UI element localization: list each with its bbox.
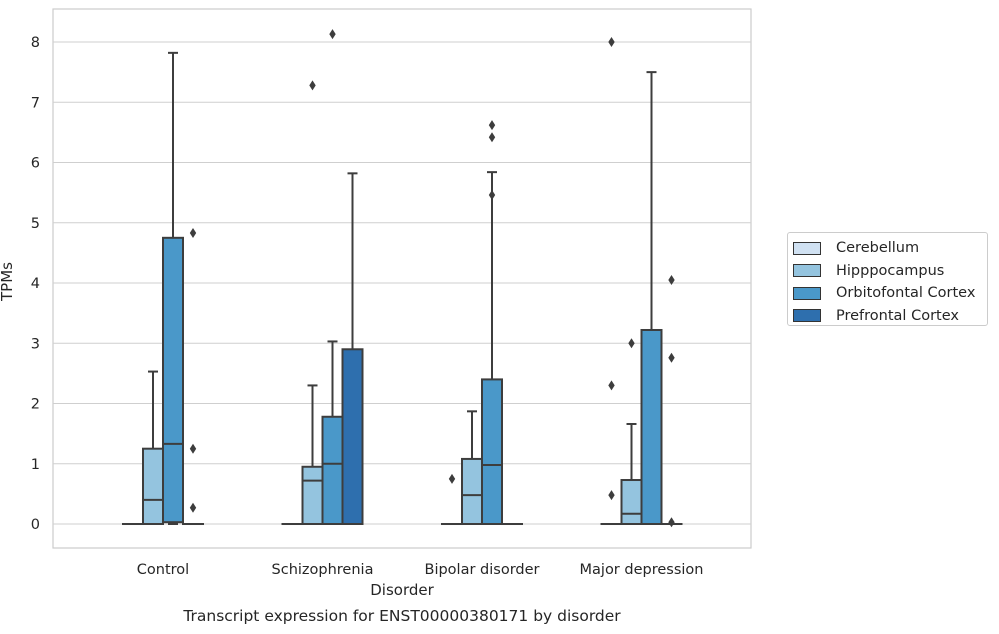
y-axis-label: TPMs [0, 262, 16, 301]
box-2-2-outlier-2 [488, 190, 496, 201]
box-3-3-outlier-0 [668, 274, 675, 285]
box-3-0-outlier-2 [189, 502, 197, 513]
box-3-0-outlier-1 [189, 443, 197, 454]
box-3-3-outlier-1 [668, 352, 675, 363]
y-tick-label-0: 0 [31, 517, 40, 533]
y-tick-label-2: 2 [31, 397, 40, 413]
box-3-3-outlier-2 [668, 517, 675, 528]
box-2-0-iqr [162, 236, 184, 524]
x-tick-label-3: Major depression [580, 562, 704, 578]
y-tick-label-6: 6 [31, 156, 40, 172]
legend-item-cerebellum: Cerebellum [788, 237, 987, 260]
y-tick-label-8: 8 [31, 35, 40, 51]
y-tick-label-1: 1 [31, 457, 40, 473]
chart-caption: Transcript expression for ENST0000038017… [183, 607, 621, 625]
box-0-3-outlier-2 [608, 37, 615, 47]
box-1-1-iqr [301, 465, 324, 526]
box-1-3-iqr [620, 479, 643, 525]
legend-item-hippocampus: Hipppocampus [788, 260, 987, 283]
box-2-2-outlier-1 [488, 132, 496, 143]
legend-label-prefrontal: Prefrontal Cortex [836, 307, 959, 324]
x-tick-label-0: Control [137, 562, 189, 578]
box-2-3-iqr [640, 328, 663, 525]
box-2-1-outlier-0 [329, 29, 336, 40]
box-1-1-outlier-0 [309, 80, 316, 91]
box-3-0-outlier-0 [189, 227, 197, 238]
legend-item-prefrontal: Prefrontal Cortex [788, 305, 987, 328]
y-tick-label-4: 4 [31, 276, 40, 292]
x-tick-label-2: Bipolar disorder [425, 562, 540, 578]
legend-swatch-orbitofrontal [793, 286, 821, 300]
box-1-0-iqr [142, 447, 164, 525]
legend: Cerebellum Hipppocampus Orbitofontal Cor… [787, 232, 988, 326]
box-2-2-outlier-0 [488, 120, 496, 131]
legend-item-orbitofrontal: Orbitofontal Cortex [788, 282, 987, 305]
x-tick-label-1: Schizophrenia [272, 562, 374, 578]
box-2-1-iqr [321, 415, 344, 526]
legend-swatch-prefrontal [793, 309, 821, 323]
legend-label-orbitofrontal: Orbitofontal Cortex [836, 285, 976, 302]
box-0-2-outlier-0 [448, 473, 456, 484]
box-1-3-outlier-0 [628, 338, 635, 349]
box-2-2-iqr [481, 378, 503, 525]
legend-label-hippocampus: Hipppocampus [836, 262, 945, 279]
legend-swatch-hippocampus [793, 264, 821, 278]
box-1-2-iqr [461, 457, 483, 525]
y-tick-label-3: 3 [31, 336, 40, 352]
y-tick-label-7: 7 [31, 95, 40, 111]
legend-swatch-cerebellum [793, 241, 821, 255]
box-0-3-outlier-0 [608, 380, 615, 391]
box-0-3-outlier-1 [608, 490, 615, 501]
box-3-1-iqr [341, 348, 364, 525]
legend-label-cerebellum: Cerebellum [836, 240, 920, 257]
y-tick-label-5: 5 [31, 216, 40, 232]
x-axis-label: Disorder [370, 581, 434, 599]
